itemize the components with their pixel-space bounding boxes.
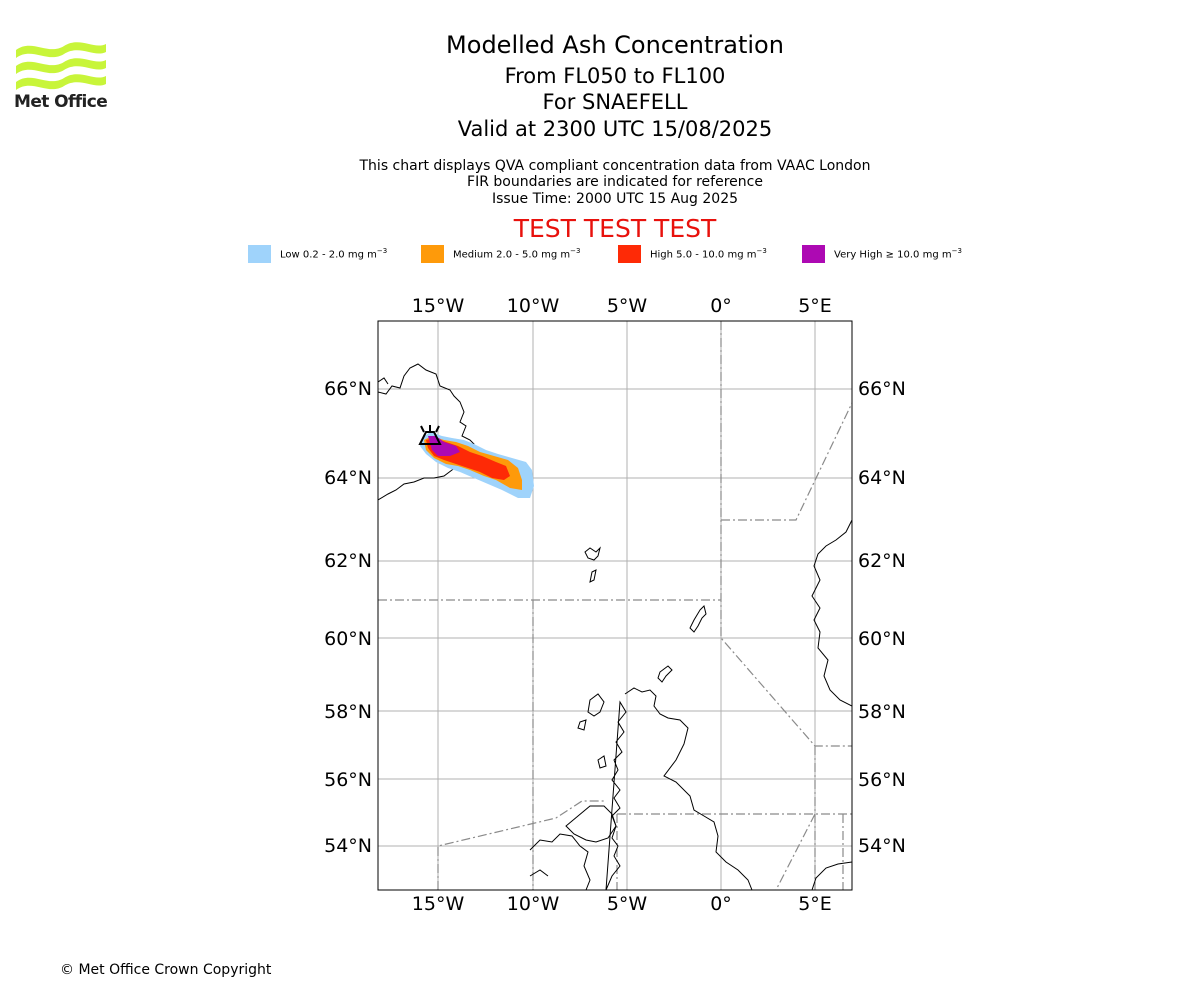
lon-label-bottom-5w: 5°W [607,893,648,915]
lat-label-right-64n: 64°N [858,467,906,489]
lat-label-right-66n: 66°N [858,378,906,400]
legend-item-low: Low 0.2 - 2.0 mg m−3 [248,244,387,264]
volcano-icon [418,425,442,445]
lon-label-top-5e: 5°E [798,295,832,317]
lat-label-left-64n: 64°N [324,467,372,489]
lat-label-left-56n: 56°N [324,769,372,791]
great-britain-coast [605,687,753,890]
chart-title: Modelled Ash Concentration [446,31,784,59]
lon-label-bottom-5e: 5°E [798,893,832,915]
valid-time: Valid at 2300 UTC 15/08/2025 [457,117,773,141]
legend-item-very-high: Very High ≥ 10.0 mg m−3 [802,244,962,264]
shetland-islands [689,605,707,633]
flight-levels: From FL050 to FL100 [504,64,726,88]
lon-label-bottom-0: 0° [710,893,732,915]
lat-label-left-54n: 54°N [324,835,372,857]
legend-label-high: High 5.0 - 10.0 mg m−3 [650,247,767,261]
lat-label-left-58n: 58°N [324,701,372,723]
ireland-coast [529,833,591,890]
graticule [378,321,852,890]
fir-boundary-shanwick [437,800,604,890]
faroe-islands [584,546,601,583]
netherlands-coast [811,861,852,890]
legend-item-medium: Medium 2.0 - 5.0 mg m−3 [421,244,580,264]
fir-boundary-norway [721,402,852,521]
fir-boundary-netherlands [775,813,816,890]
fir-note: FIR boundaries are indicated for referen… [467,174,763,190]
lon-label-bottom-15w: 15°W [412,893,465,915]
lon-label-top-0: 0° [710,295,732,317]
iceland-west-coast [378,377,389,385]
lat-label-right-56n: 56°N [858,769,906,791]
legend-item-high: High 5.0 - 10.0 mg m−3 [618,244,767,264]
lon-label-top-10w: 10°W [507,295,560,317]
volcano-name: For SNAEFELL [542,90,688,114]
map-background [378,321,852,890]
met-office-logo [16,42,106,90]
lat-label-left-60n: 60°N [324,628,372,650]
lat-label-left-62n: 62°N [324,550,372,572]
legend-label-very-high: Very High ≥ 10.0 mg m−3 [834,247,962,261]
chart-note: This chart displays QVA compliant concen… [359,158,871,174]
fir-boundary-east [720,321,852,747]
legend-swatch-high [618,245,641,263]
orkney-islands [657,665,673,683]
test-banner: TEST TEST TEST [513,214,717,243]
lon-label-top-5w: 5°W [607,295,648,317]
lat-label-right-54n: 54°N [858,835,906,857]
lon-label-top-15w: 15°W [412,295,465,317]
lon-label-bottom-10w: 10°W [507,893,560,915]
legend-swatch-medium [421,245,444,263]
legend-swatch-very-high [802,245,825,263]
hebrides [577,693,607,769]
issue-time: Issue Time: 2000 UTC 15 Aug 2025 [491,191,739,207]
fir-boundaries [378,321,852,890]
northern-ireland-coast [565,805,617,843]
map-frame [377,320,853,891]
coastlines [378,363,852,890]
norway-coast [811,519,852,707]
legend-label-medium: Medium 2.0 - 5.0 mg m−3 [453,247,581,261]
ash-cloud [420,432,534,498]
legend-label-low: Low 0.2 - 2.0 mg m−3 [280,247,388,261]
tick-labels: 15°W 10°W 5°W 0° 5°E 15°W 10°W 5°W 0° 5°… [324,295,906,915]
copyright-notice: © Met Office Crown Copyright [60,962,272,978]
ash-very-high [428,436,460,456]
logo-text: Met Office [14,92,108,112]
iceland-coast [378,363,475,501]
lat-label-left-66n: 66°N [324,378,372,400]
lat-label-right-58n: 58°N [858,701,906,723]
legend-swatch-low [248,245,271,263]
lat-label-right-62n: 62°N [858,550,906,572]
lat-label-right-60n: 60°N [858,628,906,650]
